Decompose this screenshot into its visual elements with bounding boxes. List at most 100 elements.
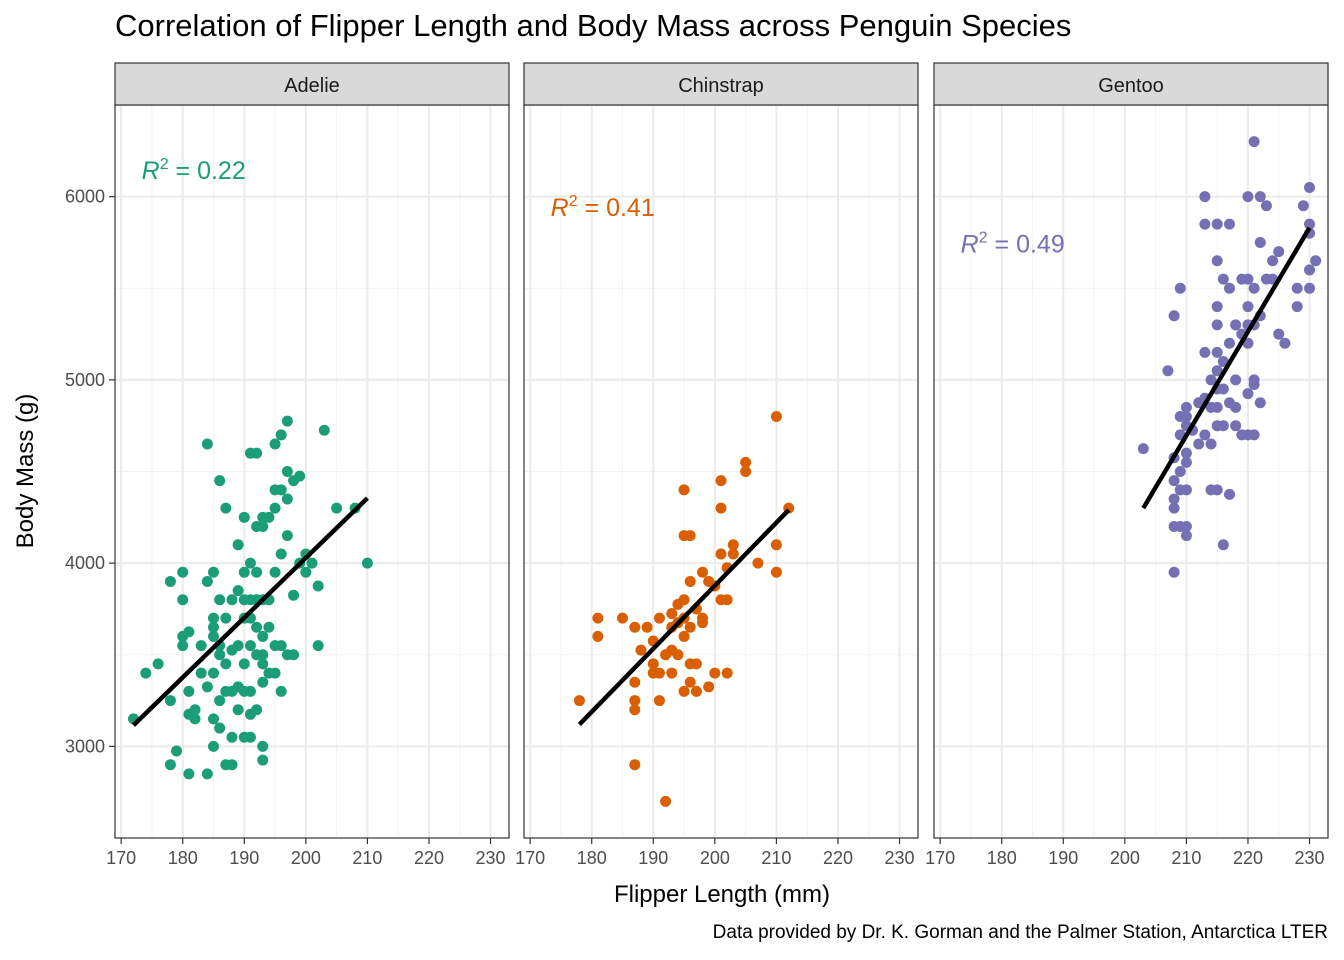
data-point bbox=[201, 438, 213, 450]
data-point bbox=[721, 594, 733, 606]
data-point bbox=[690, 658, 702, 670]
data-point bbox=[269, 502, 281, 514]
x-tick-label: 210 bbox=[761, 848, 791, 868]
r2-label: R2 = 0.22 bbox=[142, 156, 246, 185]
data-point bbox=[1291, 301, 1303, 313]
data-point bbox=[770, 539, 782, 551]
data-point bbox=[1217, 273, 1229, 285]
data-point bbox=[331, 502, 343, 514]
data-point bbox=[220, 658, 232, 670]
data-point bbox=[1304, 264, 1316, 276]
data-point bbox=[1199, 429, 1211, 441]
data-point bbox=[1224, 218, 1235, 230]
data-point bbox=[592, 630, 604, 642]
data-point bbox=[1211, 319, 1223, 331]
data-point bbox=[275, 640, 287, 652]
data-point bbox=[232, 539, 244, 551]
data-point bbox=[238, 566, 250, 578]
data-point bbox=[727, 539, 739, 551]
data-point bbox=[152, 658, 164, 670]
data-point bbox=[288, 649, 300, 661]
data-point bbox=[281, 415, 293, 427]
data-point bbox=[294, 470, 306, 482]
data-point bbox=[1174, 466, 1186, 477]
data-point bbox=[1224, 282, 1235, 294]
strip-background bbox=[523, 62, 919, 106]
data-point bbox=[1260, 200, 1272, 212]
data-point bbox=[715, 548, 727, 560]
data-point bbox=[684, 530, 696, 542]
x-tick-label: 220 bbox=[823, 848, 853, 868]
data-point bbox=[715, 502, 727, 514]
data-point bbox=[1162, 365, 1174, 377]
data-point bbox=[1217, 383, 1229, 395]
x-tick-label: 180 bbox=[577, 848, 607, 868]
data-point bbox=[269, 667, 281, 679]
strip-label-adelie: Adelie bbox=[284, 75, 340, 97]
data-point bbox=[164, 695, 176, 707]
data-point bbox=[1217, 420, 1229, 432]
data-point bbox=[257, 649, 269, 661]
x-tick-label: 210 bbox=[1171, 848, 1201, 868]
data-point bbox=[318, 424, 330, 436]
x-tick-label: 190 bbox=[638, 848, 668, 868]
x-tick-label: 230 bbox=[476, 848, 506, 868]
data-point bbox=[361, 557, 373, 569]
data-point bbox=[214, 475, 226, 487]
data-point bbox=[1304, 218, 1316, 230]
facet-panel-gentoo: R2 = 0.49 Gentoo 170 180 190 200 210 220 230 bbox=[925, 62, 1329, 868]
data-point bbox=[220, 612, 232, 624]
data-point bbox=[238, 658, 250, 670]
data-point bbox=[1174, 282, 1186, 294]
data-point bbox=[189, 713, 201, 725]
data-point bbox=[257, 754, 269, 766]
data-point bbox=[281, 530, 293, 542]
data-point bbox=[660, 795, 672, 807]
facet-panel-adelie: R2 = 0.22 Adelie 170 180 190 200 210 220 230 bbox=[106, 62, 510, 868]
data-point bbox=[1180, 484, 1192, 496]
data-point bbox=[573, 695, 585, 707]
r2-label: R2 = 0.41 bbox=[551, 193, 655, 222]
data-point bbox=[1211, 365, 1223, 377]
data-point bbox=[195, 640, 207, 652]
x-tick-label: 180 bbox=[168, 848, 198, 868]
data-point bbox=[1242, 191, 1254, 203]
data-point bbox=[275, 548, 287, 560]
data-point bbox=[690, 685, 702, 697]
data-point bbox=[697, 566, 709, 578]
data-point bbox=[1304, 282, 1316, 294]
data-point bbox=[312, 640, 324, 652]
data-point bbox=[140, 667, 152, 679]
data-point bbox=[306, 557, 318, 569]
data-point bbox=[678, 484, 690, 496]
data-point bbox=[1193, 438, 1205, 450]
data-point bbox=[183, 626, 195, 638]
data-point bbox=[635, 644, 647, 656]
data-point bbox=[1224, 337, 1235, 349]
data-point bbox=[684, 575, 696, 587]
data-point bbox=[275, 484, 287, 496]
strip-background bbox=[933, 62, 1329, 106]
strip-label-gentoo: Gentoo bbox=[1098, 75, 1164, 97]
data-point bbox=[164, 575, 176, 587]
data-point bbox=[1168, 493, 1180, 505]
x-tick-label: 230 bbox=[885, 848, 915, 868]
data-point bbox=[251, 447, 263, 459]
data-point bbox=[238, 511, 250, 523]
data-point bbox=[617, 612, 628, 624]
data-point bbox=[1242, 273, 1254, 285]
x-tick-label: 230 bbox=[1295, 848, 1325, 868]
data-point bbox=[195, 667, 207, 679]
data-point bbox=[709, 667, 721, 679]
data-point bbox=[244, 557, 256, 569]
x-tick-label: 200 bbox=[1110, 848, 1140, 868]
data-point bbox=[208, 667, 219, 679]
data-point bbox=[257, 520, 269, 532]
data-point bbox=[177, 594, 189, 606]
data-point bbox=[208, 621, 219, 633]
strip-label-chinstrap: Chinstrap bbox=[678, 75, 764, 97]
data-point bbox=[1211, 218, 1223, 230]
data-point bbox=[1224, 488, 1235, 500]
data-point bbox=[232, 640, 244, 652]
data-point bbox=[684, 621, 696, 633]
